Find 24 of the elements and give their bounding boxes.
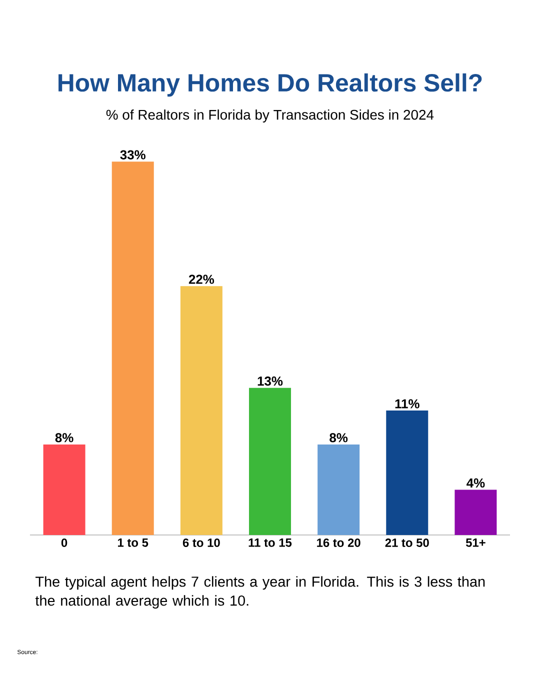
chart-subtitle: % of Realtors in Florida by Transaction Sides in 2024 — [106, 109, 434, 122]
data-label: 11% — [395, 399, 420, 408]
x-tick-label: 16 to 20 — [317, 538, 360, 547]
x-tick-label: 51+ — [466, 538, 486, 547]
bar — [180, 286, 222, 535]
bar — [454, 490, 497, 535]
x-tick-label: 1 to 5 — [118, 538, 148, 547]
data-label: 22% — [188, 274, 214, 284]
bar — [386, 410, 428, 535]
text: The typical agent helps 7 clients a year in Florida. This is 3 less than the national average which is 10. — [35, 576, 485, 609]
data-label: 13% — [258, 376, 283, 386]
data-label: 4% — [466, 478, 485, 488]
bar — [112, 162, 154, 535]
x-tick-label: 6 to 10 — [182, 538, 220, 547]
bar — [318, 444, 360, 535]
data-label: 8% — [330, 433, 348, 442]
x-tick-label: 21 to 50 — [385, 538, 429, 547]
bar — [248, 388, 291, 535]
data-label: 8% — [55, 433, 74, 442]
chart-title: How Many Homes Do Realtors Sell? — [58, 73, 482, 97]
data-label: 33% — [120, 150, 146, 160]
bar — [43, 444, 86, 535]
x-tick-label: 0 — [61, 538, 68, 547]
x-tick-label: 11 to 15 — [248, 538, 292, 547]
